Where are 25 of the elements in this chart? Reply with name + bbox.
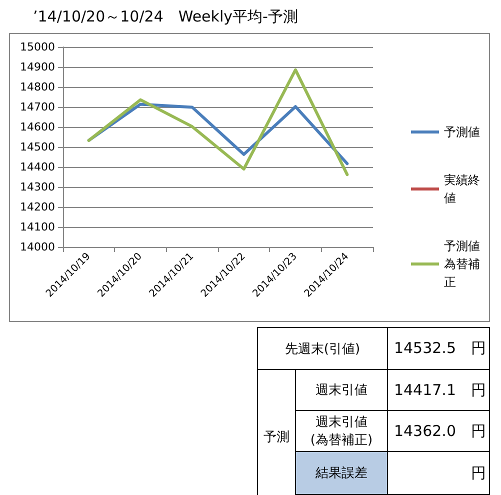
text: 週末引値 — [295, 369, 388, 411]
y-tick-label: 14800 — [20, 80, 55, 94]
y-tick-label: 14500 — [20, 140, 55, 154]
text: 予測 — [257, 369, 296, 495]
y-tick-label: 14100 — [20, 220, 55, 234]
y-tick-label: 15000 — [20, 40, 55, 54]
chart-title: ’14/10/20～10/24 Weekly平均-予測 — [33, 8, 298, 26]
text: 14362.0 円 — [387, 410, 490, 452]
y-tick-label: 14400 — [20, 160, 55, 174]
text: 14532.5 円 — [387, 327, 490, 370]
text: 結果誤差 — [295, 451, 388, 495]
y-tick-label: 14600 — [20, 120, 55, 134]
text: 円 — [387, 451, 490, 495]
y-tick-label: 14300 — [20, 180, 55, 194]
y-tick-label: 14000 — [20, 240, 55, 254]
legend-label: 実績終値 — [444, 173, 480, 205]
legend-label: 予測値 — [444, 125, 480, 139]
y-tick-label: 14900 — [20, 60, 55, 74]
text: 先週末(引値) — [257, 327, 388, 370]
line-series — [87, 68, 349, 176]
text: 14417.1 円 — [387, 369, 490, 411]
y-tick-label: 14700 — [20, 100, 55, 114]
text: 週末引値 (為替補正) — [295, 410, 388, 452]
y-tick-label: 14200 — [20, 200, 55, 214]
legend-label: 予測値為替補正 — [444, 239, 480, 289]
